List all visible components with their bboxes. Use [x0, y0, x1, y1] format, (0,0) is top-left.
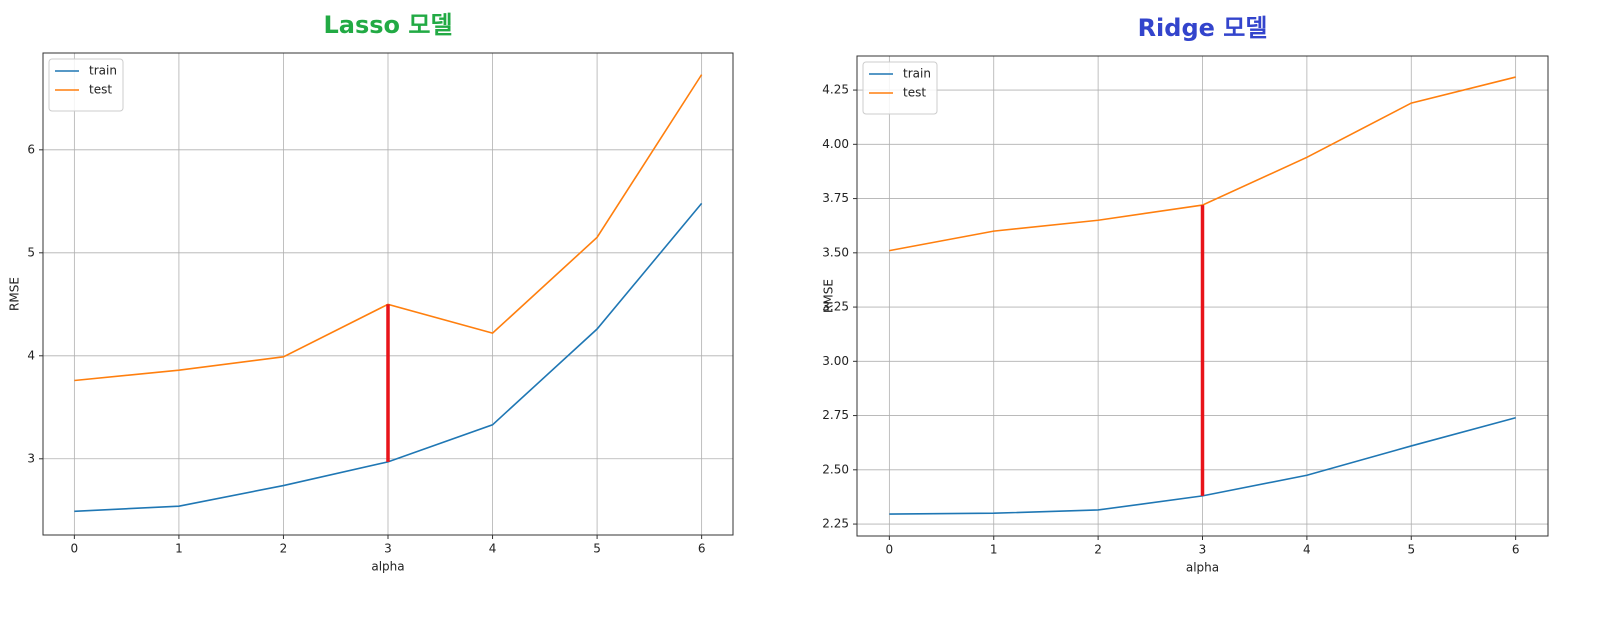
x-tick-label: 6 — [698, 542, 706, 556]
y-tick-label: 3.75 — [822, 191, 849, 205]
x-tick-label: 0 — [71, 542, 79, 556]
legend-box — [48, 58, 124, 112]
y-tick-label: 2.75 — [822, 408, 849, 422]
x-tick-label: 4 — [489, 542, 497, 556]
y-tick-label: 4.00 — [822, 137, 849, 151]
x-tick-label: 5 — [593, 542, 601, 556]
series-line — [74, 74, 703, 382]
y-tick-label: 2.50 — [822, 462, 849, 476]
y-tick-label: 3 — [27, 451, 35, 465]
legend-label: test — [89, 83, 112, 97]
y-tick-label: 5 — [27, 245, 35, 259]
x-tick-label: 6 — [1512, 543, 1520, 557]
x-tick-label: 4 — [1303, 543, 1311, 557]
legend-label: train — [89, 64, 117, 78]
y-tick-label: 2.25 — [822, 517, 849, 531]
chart-title: Ridge 모델 — [1138, 14, 1268, 42]
y-tick-label: 6 — [27, 142, 35, 156]
y-tick-label: 3.25 — [822, 300, 849, 314]
chart-title: Lasso 모델 — [323, 11, 452, 39]
legend-label: test — [903, 86, 926, 100]
x-tick-label: 2 — [280, 542, 288, 556]
x-axis-label: alpha — [371, 560, 404, 574]
legend-box — [862, 61, 938, 115]
y-tick-label: 4 — [27, 348, 35, 362]
x-tick-label: 3 — [384, 542, 392, 556]
x-tick-label: 1 — [175, 542, 183, 556]
x-tick-label: 2 — [1094, 543, 1102, 557]
x-tick-label: 3 — [1199, 543, 1207, 557]
y-tick-label: 4.25 — [822, 83, 849, 97]
y-tick-label: 3.50 — [822, 245, 849, 259]
x-tick-label: 5 — [1407, 543, 1415, 557]
x-axis-label: alpha — [1186, 561, 1219, 575]
y-axis-label: RMSE — [822, 279, 836, 313]
y-axis-label: RMSE — [8, 277, 22, 311]
legend-label: train — [903, 67, 931, 81]
x-tick-label: 1 — [990, 543, 998, 557]
y-tick-label: 3.00 — [822, 354, 849, 368]
plot-frame — [42, 52, 734, 536]
x-tick-label: 0 — [886, 543, 894, 557]
plot-frame — [856, 55, 1549, 537]
